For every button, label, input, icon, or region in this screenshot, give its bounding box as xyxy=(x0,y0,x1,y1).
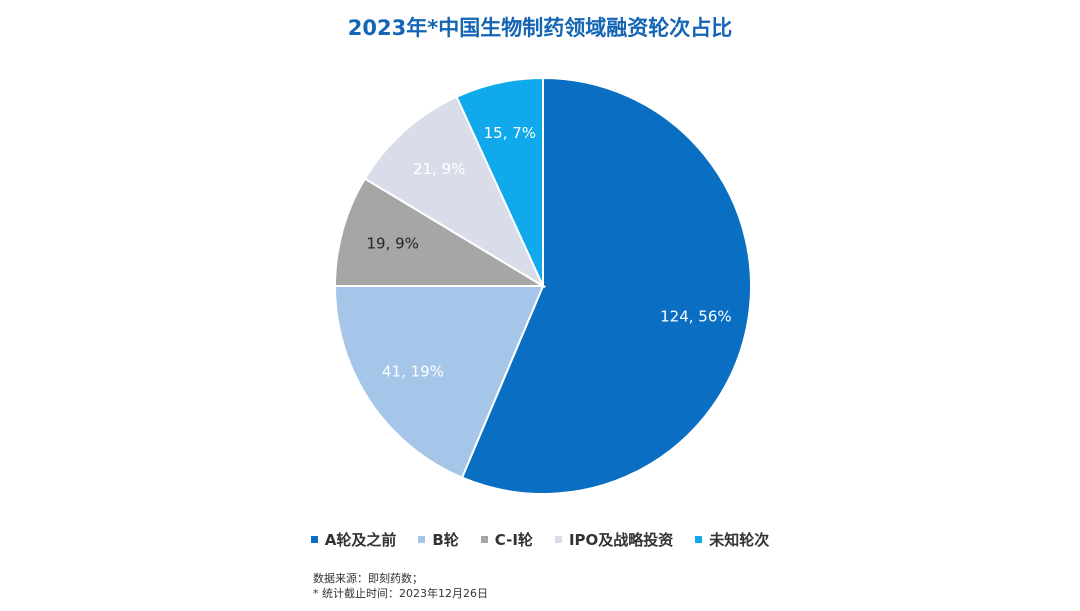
data-source-note: 数据来源：即刻药数； xyxy=(313,572,423,585)
pie-slice-label-3: 21, 9% xyxy=(413,160,465,178)
legend-item-1: B轮 xyxy=(418,529,459,550)
pie-slice-0 xyxy=(460,76,752,495)
pie-slice-2 xyxy=(333,177,547,287)
legend-swatch xyxy=(310,536,318,543)
legend-label: C-I轮 xyxy=(494,531,533,549)
cutoff-date-note: * 统计截止时间：2023年12月26日 xyxy=(313,587,488,600)
legend-item-0: A轮及之前 xyxy=(310,529,397,550)
pie-slice-4 xyxy=(455,76,544,287)
legend-swatch xyxy=(554,536,562,543)
legend-label: 未知轮次 xyxy=(709,531,770,549)
pie-slice-label-2: 19, 9% xyxy=(366,235,418,253)
chart-title: 2023年*中国生物制药领域融资轮次占比 xyxy=(347,16,733,40)
legend-item-3: IPO及战略投资 xyxy=(554,529,674,550)
pie-slice-3 xyxy=(363,95,546,289)
chart-legend: A轮及之前 B轮 C-I轮 IPO及战略投资 未知轮次 xyxy=(0,529,1080,550)
legend-item-4: 未知轮次 xyxy=(695,529,769,550)
pie-slice-1 xyxy=(333,285,545,479)
legend-label: B轮 xyxy=(432,531,459,549)
legend-swatch xyxy=(480,536,488,543)
legend-swatch xyxy=(695,536,703,543)
pie-slice-label-4: 15, 7% xyxy=(484,124,536,142)
pie-slice-label-1: 41, 19% xyxy=(382,363,444,381)
pie-slice-label-0: 124, 56% xyxy=(660,307,732,325)
legend-label: IPO及战略投资 xyxy=(568,531,674,549)
legend-item-2: C-I轮 xyxy=(480,529,533,550)
legend-label: A轮及之前 xyxy=(324,531,397,549)
footnotes: 数据来源：即刻药数； * 统计截止时间：2023年12月26日 xyxy=(313,571,488,601)
legend-swatch xyxy=(418,536,426,543)
